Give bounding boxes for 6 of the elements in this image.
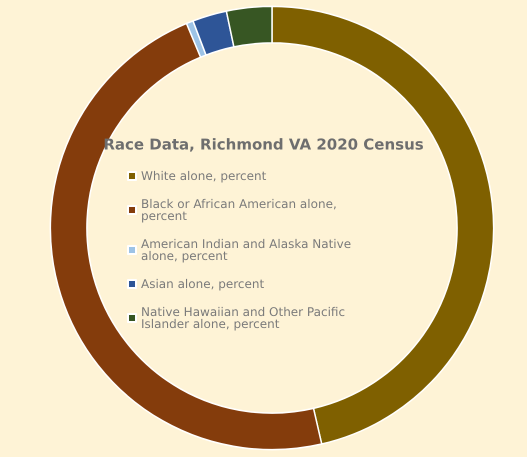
legend-label: Native Hawaiian and Other Pacific Islander alone, percent [141, 305, 349, 331]
legend-label: Black or African American alone, percent [141, 197, 341, 223]
legend-label: White alone, percent [141, 169, 267, 183]
legend-label: Asian alone, percent [141, 277, 264, 291]
legend-label: American Indian and Alaska Native alone, percent [141, 237, 355, 263]
text: Race Data, Richmond VA 2020 Census [103, 136, 424, 154]
